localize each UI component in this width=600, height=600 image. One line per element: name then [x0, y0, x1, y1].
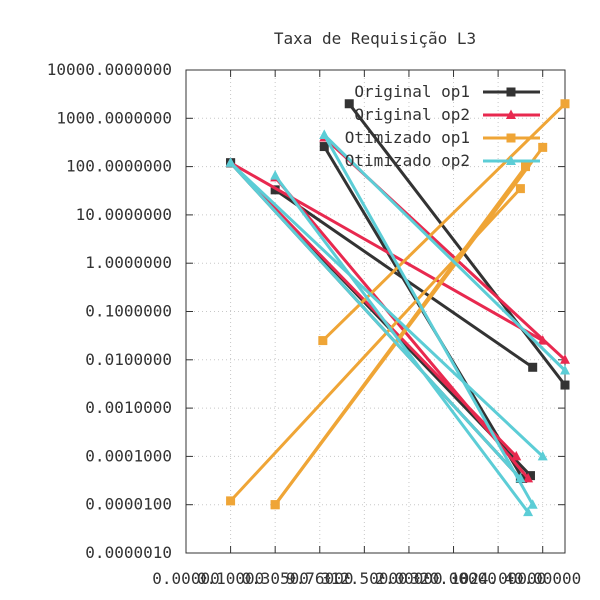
- x-tick-label: 2.00000: [375, 569, 442, 588]
- triangle-marker: [537, 335, 548, 345]
- y-tick-label: 0.0100000: [85, 350, 172, 369]
- square-marker: [560, 380, 570, 390]
- legend-label: Otimizado op1: [345, 128, 470, 147]
- series-otimizado-op2: [225, 129, 570, 517]
- legend-label: Original op2: [354, 105, 470, 124]
- series-line: [322, 133, 567, 372]
- x-ticks: 0.000000.100000.305009.76000312.500002.0…: [152, 70, 581, 588]
- chart-title: Taxa de Requisição L3: [274, 29, 476, 48]
- square-marker: [318, 336, 328, 346]
- y-tick-label: 1000.0000000: [56, 108, 172, 127]
- series-group: [225, 99, 570, 517]
- square-marker: [528, 362, 538, 372]
- x-tick-label: 320.00000: [410, 569, 497, 588]
- y-tick-label: 0.1000000: [85, 302, 172, 321]
- square-marker: [506, 133, 516, 143]
- square-marker: [560, 99, 570, 109]
- y-tick-label: 1.0000000: [85, 253, 172, 272]
- x-tick-label: 9.76000: [286, 569, 353, 588]
- square-marker: [525, 471, 535, 481]
- square-marker: [538, 142, 548, 152]
- series-line: [229, 161, 545, 458]
- x-tick-label: 0.30500: [241, 569, 308, 588]
- y-tick-label: 100.0000000: [66, 157, 172, 176]
- square-marker: [319, 142, 329, 152]
- triangle-marker: [270, 170, 281, 180]
- triangle-marker: [225, 157, 236, 167]
- square-marker: [515, 184, 525, 194]
- triangle-marker: [511, 450, 522, 461]
- triangle-marker: [527, 499, 538, 509]
- series-line: [273, 174, 530, 514]
- triangle-marker: [560, 354, 570, 364]
- x-tick-label: 40.00000: [504, 569, 581, 588]
- x-tick-label: 1024.00000: [450, 569, 546, 588]
- y-tick-label: 0.0001000: [85, 446, 172, 465]
- square-marker: [344, 99, 354, 109]
- series-line: [347, 102, 567, 387]
- y-ticks: 0.0000010 0.0000100 0.0001000 0.0010000 0.01…: [47, 60, 565, 562]
- square-marker: [521, 162, 531, 172]
- y-tick-label: 10.0000000: [76, 205, 172, 224]
- y-tick-label: 10000.0000000: [47, 60, 172, 79]
- triangle-marker: [506, 109, 516, 119]
- legend-label: Original op1: [354, 82, 470, 101]
- legend: Original op1 Original op2 Otimizado op1 Oti…: [345, 82, 540, 170]
- legend-label: Otimizado op2: [345, 151, 470, 170]
- triangle-marker: [537, 450, 548, 461]
- y-tick-label: 0.0000100: [85, 495, 172, 514]
- square-marker: [506, 87, 516, 97]
- series-line: [322, 133, 535, 507]
- y-tick-label: 0.0010000: [85, 398, 172, 417]
- square-marker: [226, 496, 236, 506]
- x-tick-label: 0.00000: [152, 569, 219, 588]
- x-tick-label: 0.10000: [197, 569, 264, 588]
- x-tick-label: 312.50000: [321, 569, 408, 588]
- series-line: [229, 161, 522, 480]
- triangle-marker: [523, 506, 534, 517]
- triangle-marker: [506, 155, 516, 165]
- triangle-marker: [319, 129, 330, 140]
- triangle-marker: [560, 365, 570, 375]
- series-line: [229, 161, 545, 343]
- series-line: [273, 165, 527, 507]
- series-otimizado-op1: [226, 99, 570, 510]
- y-tick-label: 0.0000010: [85, 543, 172, 562]
- triangle-marker: [523, 472, 534, 483]
- square-marker: [270, 500, 280, 510]
- series-line: [273, 175, 530, 480]
- series-line: [321, 102, 567, 343]
